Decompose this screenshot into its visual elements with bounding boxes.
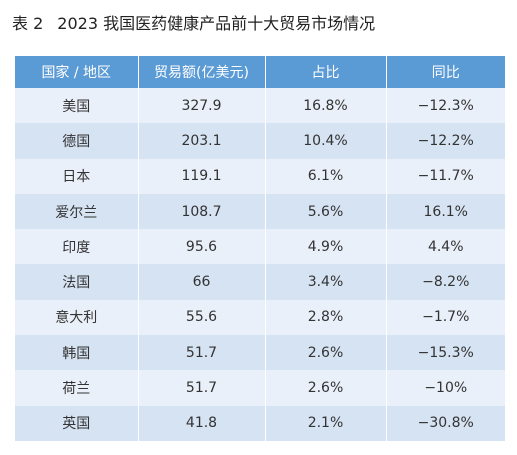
cell-trade-value: 203.1	[138, 123, 266, 159]
cell-country: 法国	[15, 264, 139, 300]
cell-yoy: −12.3%	[386, 88, 505, 124]
cell-trade-value: 95.6	[138, 229, 266, 265]
cell-yoy: −15.3%	[386, 335, 505, 371]
cell-country: 美国	[15, 88, 139, 124]
cell-country: 意大利	[15, 299, 139, 336]
cell-country: 爱尔兰	[15, 193, 139, 230]
cell-share: 16.8%	[265, 88, 387, 124]
table-row: 日本 119.1 6.1% −11.7%	[15, 158, 505, 194]
table-row: 印度 95.6 4.9% 4.4%	[15, 229, 505, 265]
cell-share: 6.1%	[265, 158, 387, 194]
cell-trade-value: 108.7	[138, 193, 266, 230]
cell-trade-value: 51.7	[138, 370, 266, 406]
header-share: 占比	[265, 56, 387, 88]
table-row: 韩国 51.7 2.6% −15.3%	[15, 335, 505, 371]
cell-country: 德国	[15, 123, 139, 159]
header-country: 国家 / 地区	[15, 56, 139, 88]
cell-trade-value: 55.6	[138, 299, 266, 336]
table-row: 法国 66 3.4% −8.2%	[15, 264, 505, 300]
cell-trade-value: 119.1	[138, 158, 266, 194]
header-yoy: 同比	[386, 56, 505, 88]
cell-share: 2.8%	[265, 299, 387, 336]
table-row: 荷兰 51.7 2.6% −10%	[15, 370, 505, 406]
trade-table: 国家 / 地区 贸易额(亿美元) 占比 同比 美国 327.9 16.8% −1…	[15, 56, 505, 441]
cell-country: 日本	[15, 158, 139, 194]
cell-share: 10.4%	[265, 123, 387, 159]
header-trade-value: 贸易额(亿美元)	[138, 56, 266, 88]
cell-yoy: 16.1%	[386, 193, 505, 230]
cell-country: 韩国	[15, 335, 139, 371]
cell-share: 2.6%	[265, 335, 387, 371]
cell-share: 5.6%	[265, 193, 387, 230]
table-row: 意大利 55.6 2.8% −1.7%	[15, 299, 505, 336]
cell-share: 2.6%	[265, 370, 387, 406]
cell-country: 英国	[15, 405, 139, 441]
cell-trade-value: 51.7	[138, 335, 266, 371]
cell-country: 荷兰	[15, 370, 139, 406]
cell-yoy: −30.8%	[386, 405, 505, 441]
cell-trade-value: 41.8	[138, 405, 266, 441]
table-caption: 表 2 2023 我国医药健康产品前十大贸易市场情况	[12, 12, 375, 36]
cell-yoy: −8.2%	[386, 264, 505, 300]
cell-share: 3.4%	[265, 264, 387, 300]
table-row: 英国 41.8 2.1% −30.8%	[15, 405, 505, 441]
cell-share: 2.1%	[265, 405, 387, 441]
table-title: 2023 我国医药健康产品前十大贸易市场情况	[57, 14, 376, 33]
table-row: 德国 203.1 10.4% −12.2%	[15, 123, 505, 159]
cell-trade-value: 66	[138, 264, 266, 300]
cell-share: 4.9%	[265, 229, 387, 265]
cell-yoy: −12.2%	[386, 123, 505, 159]
cell-country: 印度	[15, 229, 139, 265]
table-header-row: 国家 / 地区 贸易额(亿美元) 占比 同比	[15, 56, 505, 88]
table-row: 美国 327.9 16.8% −12.3%	[15, 88, 505, 124]
cell-yoy: 4.4%	[386, 229, 505, 265]
table-number: 表 2	[12, 14, 44, 33]
cell-yoy: −10%	[386, 370, 505, 406]
table-row: 爱尔兰 108.7 5.6% 16.1%	[15, 193, 505, 230]
cell-yoy: −1.7%	[386, 299, 505, 336]
cell-trade-value: 327.9	[138, 88, 266, 124]
cell-yoy: −11.7%	[386, 158, 505, 194]
